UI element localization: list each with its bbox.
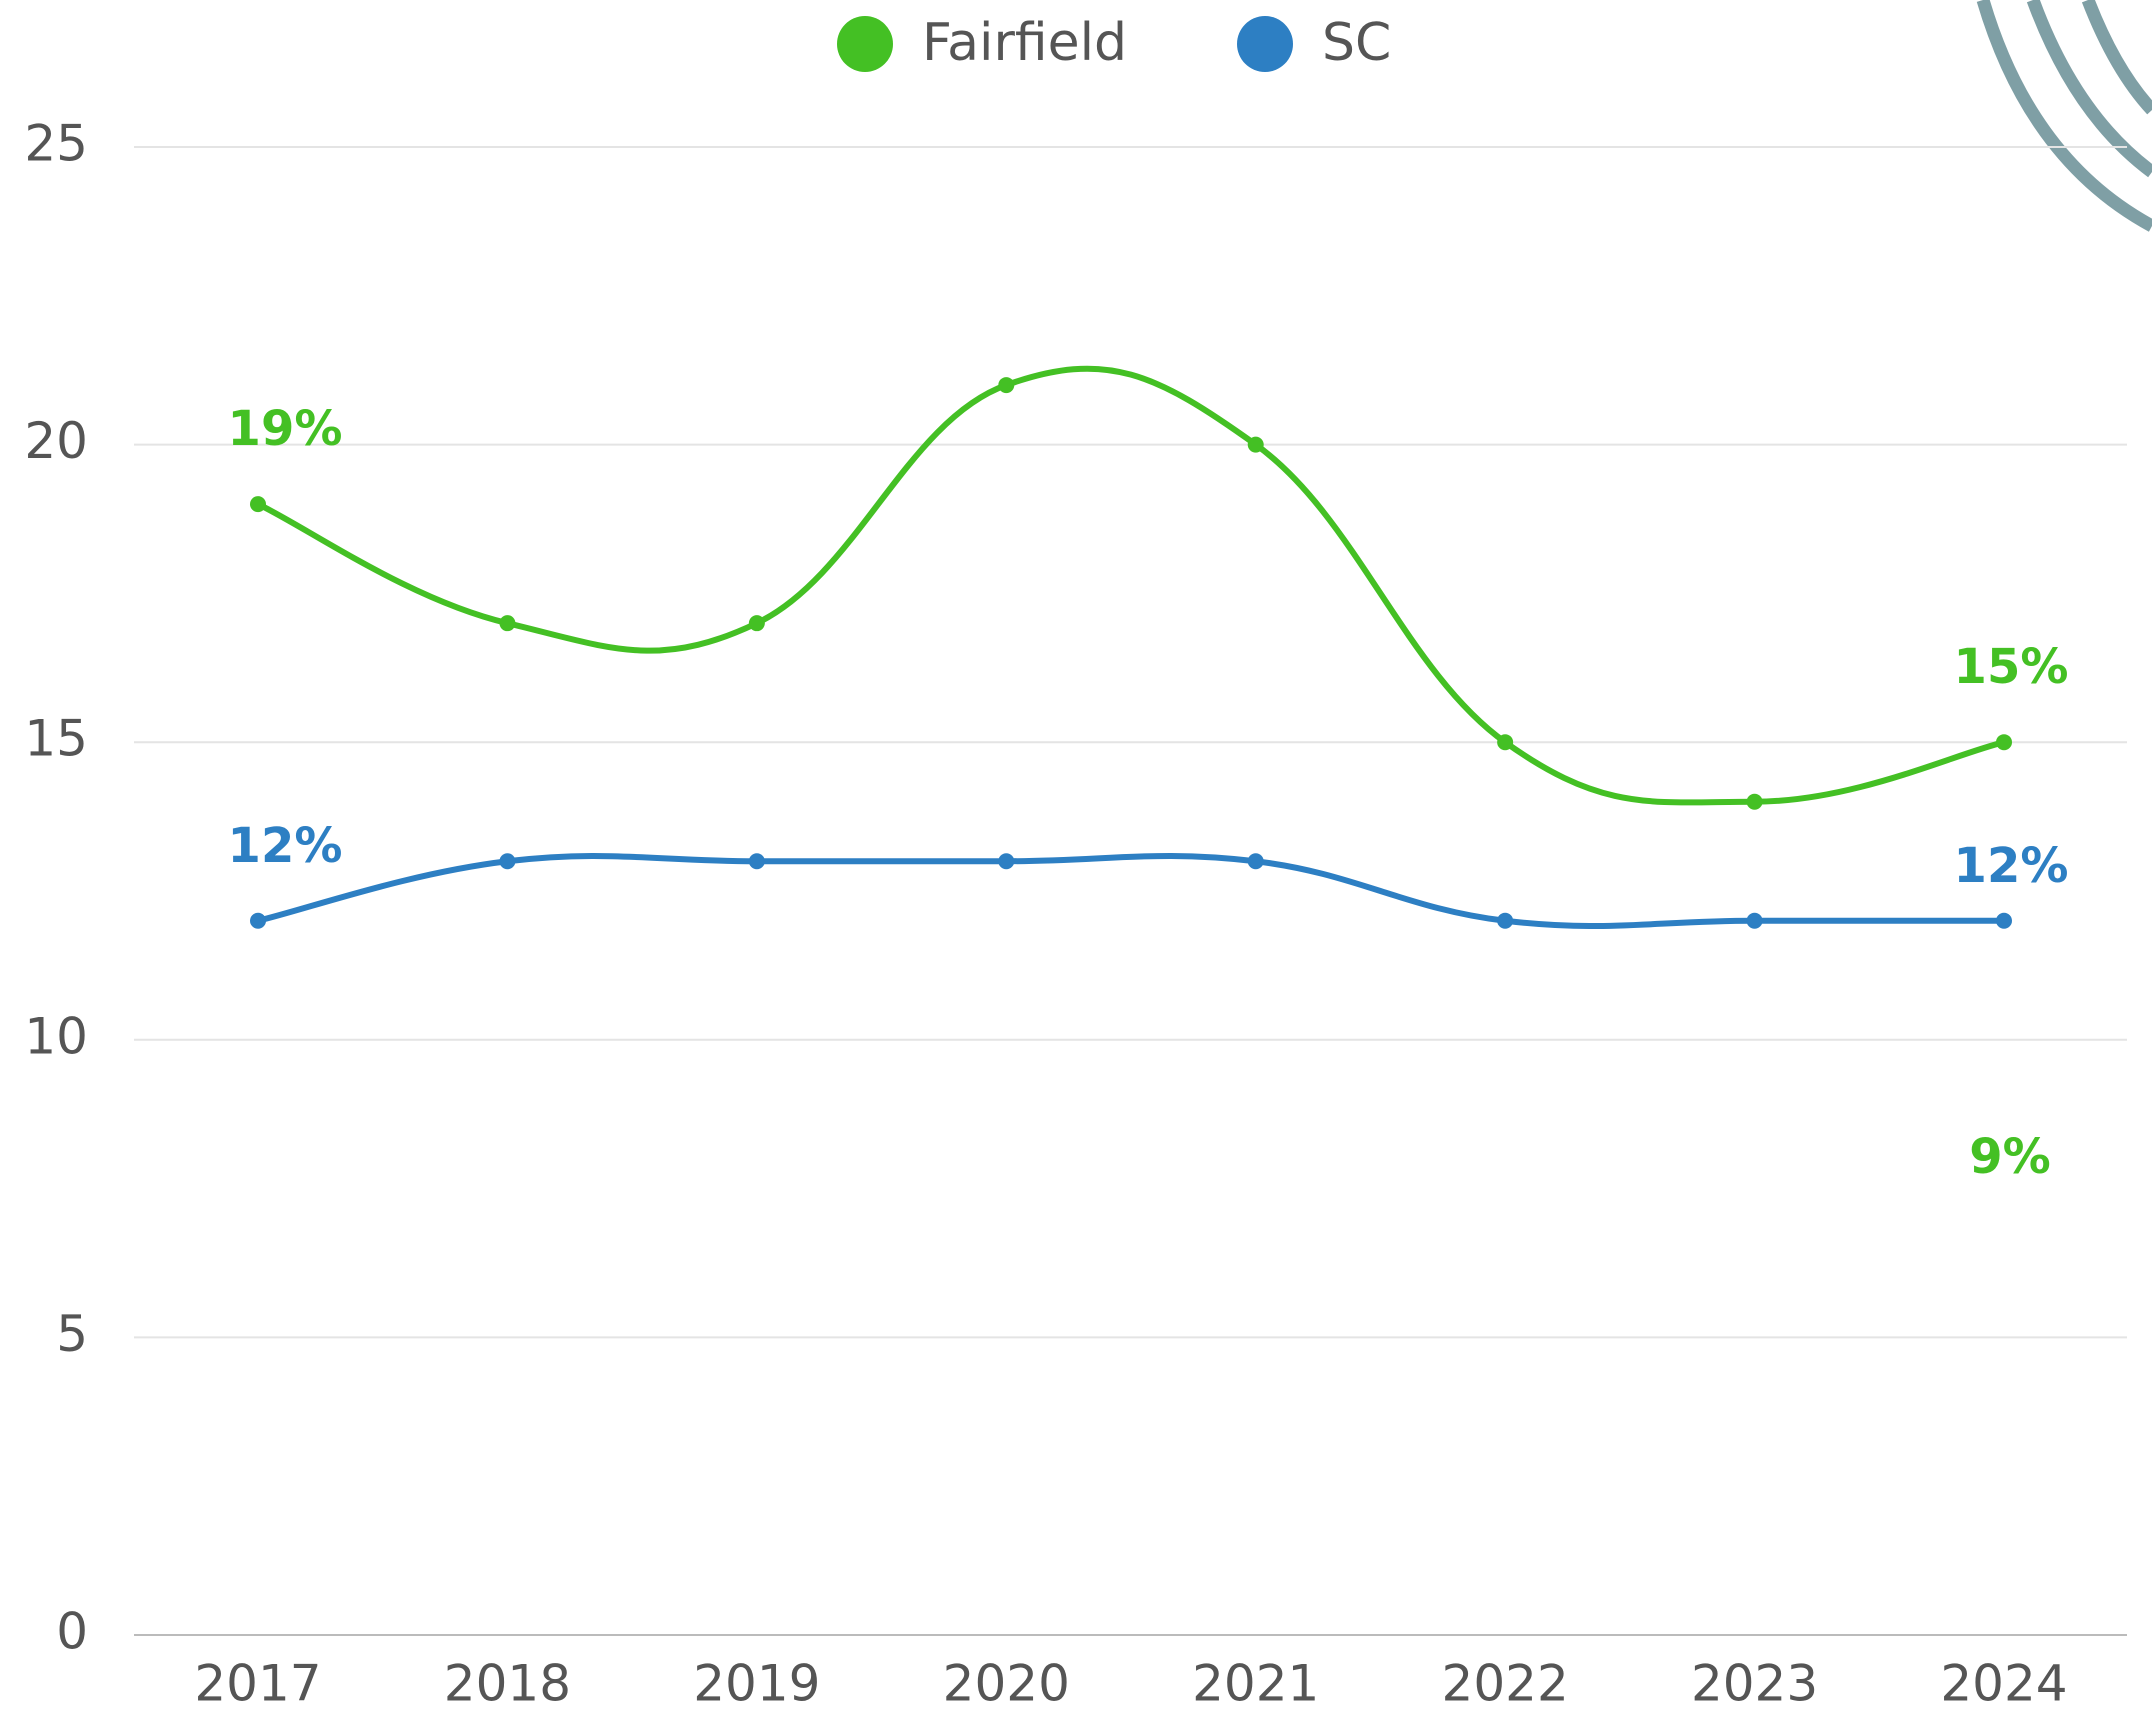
data-point [1746, 912, 1763, 929]
data-point [748, 615, 765, 632]
x-tick-label: 2022 [1442, 1655, 1569, 1711]
legend-label: Fairfield [922, 13, 1127, 73]
y-tick-label: 20 [24, 412, 88, 470]
data-point [499, 615, 516, 632]
x-tick-label: 2019 [693, 1655, 820, 1711]
data-label: 12% [228, 818, 343, 874]
x-tick-label: 2024 [1940, 1655, 2067, 1711]
data-point [1497, 734, 1514, 751]
x-tick-label: 2023 [1691, 1655, 1818, 1711]
data-point [499, 853, 516, 870]
data-point [1996, 734, 2012, 751]
data-point [1247, 436, 1264, 453]
y-tick-label: 25 [24, 115, 88, 173]
x-tick-label: 2020 [943, 1655, 1070, 1711]
x-tick-label: 2017 [194, 1655, 321, 1711]
data-point [250, 912, 266, 929]
legend-marker [837, 16, 893, 72]
data-point [748, 853, 765, 870]
data-point [998, 853, 1015, 870]
y-tick-label: 10 [24, 1007, 88, 1065]
data-point [1497, 912, 1514, 929]
data-label: 15% [1954, 639, 2069, 695]
arc [2081, 0, 2152, 115]
arc [2026, 0, 2152, 178]
x-tick-label: 2021 [1192, 1655, 1319, 1711]
series-line [257, 852, 2004, 930]
legend-marker [1237, 16, 1293, 72]
arc [1976, 0, 2152, 232]
data-point [1746, 793, 1763, 810]
data-point [1996, 912, 2012, 929]
legend-label: SC [1322, 13, 1391, 73]
data-point [250, 496, 266, 513]
data-label: 12% [1954, 838, 2069, 894]
data-point [1247, 853, 1264, 870]
y-tick-label: 5 [56, 1305, 88, 1363]
data-label: 19% [228, 401, 343, 457]
y-tick-label: 15 [24, 710, 88, 768]
annotation: 9% [1969, 1129, 2051, 1185]
x-tick-label: 2018 [444, 1655, 571, 1711]
y-tick-label: 0 [56, 1603, 88, 1661]
series-line [256, 365, 2005, 806]
decorative-arcs [1976, 0, 2152, 232]
data-point [998, 377, 1015, 394]
